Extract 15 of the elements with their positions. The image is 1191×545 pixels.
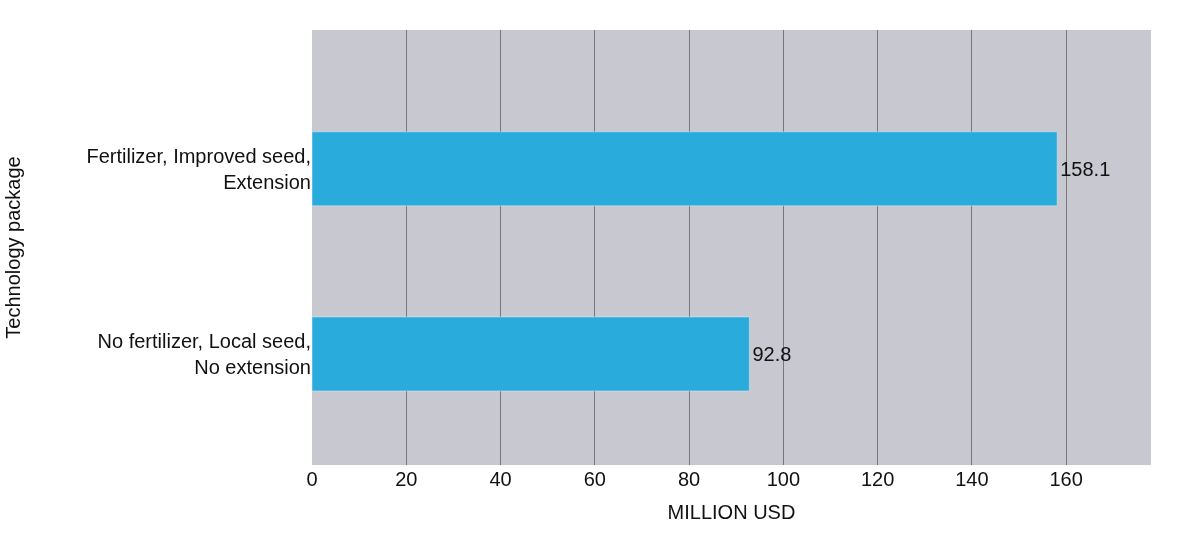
data-label: 158.1 bbox=[1060, 157, 1111, 180]
y-tick-label: Fertilizer, Improved seed, Extension bbox=[86, 144, 311, 193]
x-tick-label: 120 bbox=[860, 468, 895, 490]
x-tick-label: 60 bbox=[583, 468, 606, 490]
y-tick-label: No fertilizer, Local seed, No extension bbox=[97, 329, 311, 378]
x-axis-title: MILLION USD bbox=[667, 500, 796, 523]
x-tick-label: 160 bbox=[1049, 468, 1083, 490]
data-label: 92.8 bbox=[752, 342, 792, 365]
x-tick-label: 100 bbox=[766, 468, 801, 490]
x-tick-label: 40 bbox=[489, 468, 512, 490]
x-tick-label: 140 bbox=[955, 468, 989, 490]
x-tick-label: 0 bbox=[306, 468, 318, 490]
y-axis-title: Technology package bbox=[1, 156, 24, 339]
x-tick-label: 20 bbox=[395, 468, 418, 490]
x-tick-label: 80 bbox=[677, 468, 701, 490]
